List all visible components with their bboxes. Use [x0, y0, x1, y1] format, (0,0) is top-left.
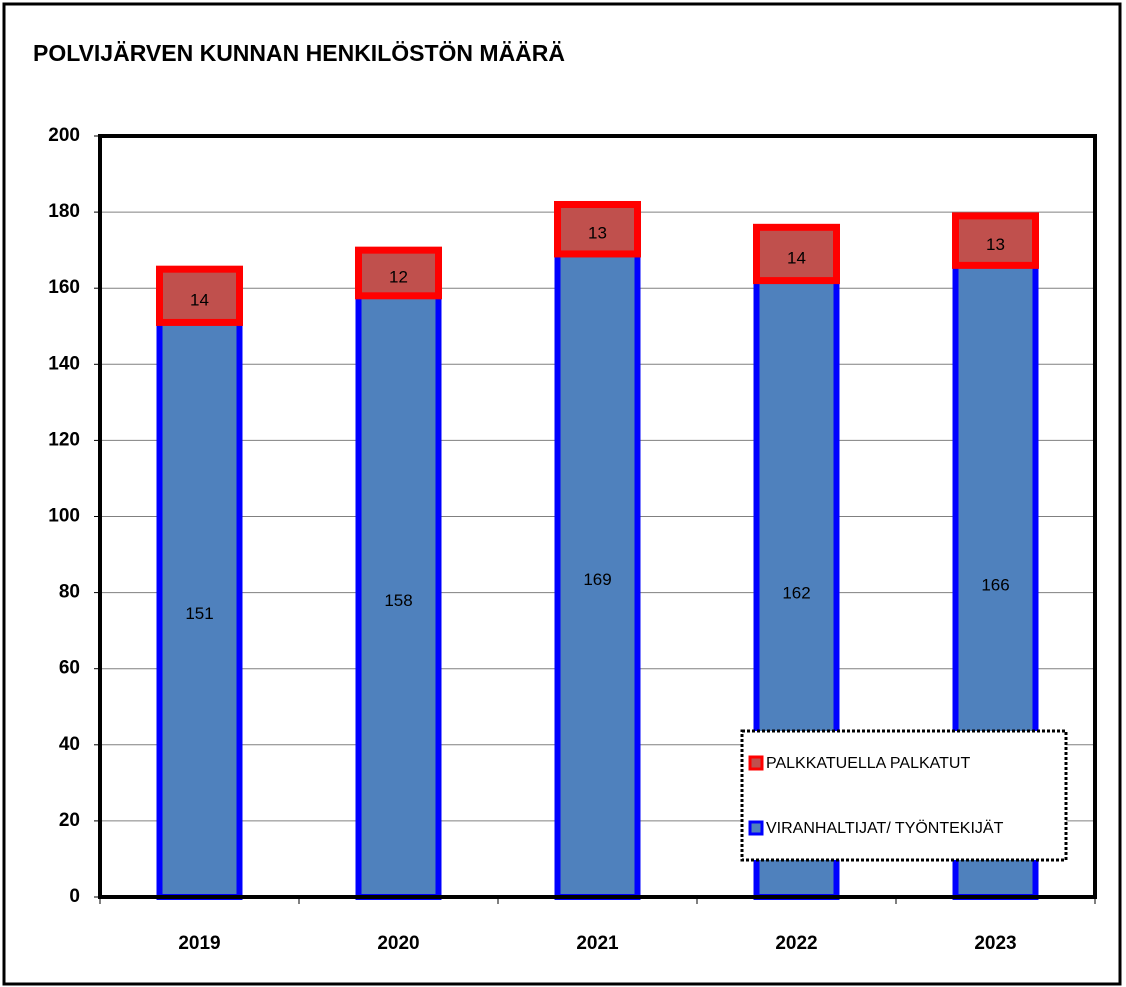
- bar-segment: [952, 212, 1039, 269]
- bar-segment: [554, 200, 641, 258]
- data-label: 14: [190, 290, 209, 309]
- x-tick-label: 2023: [974, 933, 1016, 954]
- data-label: 13: [986, 235, 1005, 254]
- y-tick-label: 140: [48, 353, 80, 374]
- y-tick-label: 80: [59, 582, 80, 603]
- bar-segment: [355, 292, 442, 900]
- data-label: 166: [981, 576, 1009, 595]
- chart-title: POLVIJÄRVEN KUNNAN HENKILÖSTÖN MÄÄRÄ: [33, 40, 565, 66]
- x-tick-label: 2021: [576, 933, 619, 954]
- y-tick-label: 60: [59, 658, 80, 679]
- y-tick-label: 20: [59, 810, 80, 831]
- legend-box: [740, 729, 1068, 862]
- plot-border: [98, 134, 1097, 899]
- y-tick-label: 0: [69, 886, 80, 907]
- data-label: 169: [583, 570, 611, 589]
- bar-segment: [156, 319, 243, 900]
- y-tick-label: 40: [59, 734, 80, 755]
- bar-segment: [156, 265, 243, 326]
- y-tick-label: 160: [48, 277, 80, 298]
- y-tick-label: 120: [48, 429, 80, 450]
- legend-swatch: [748, 820, 764, 836]
- legend-label: VIRANHALTIJAT/ TYÖNTEKIJÄT: [766, 819, 1004, 837]
- y-tick-label: 200: [48, 125, 80, 146]
- data-label: 151: [185, 604, 213, 623]
- bar-segment: [355, 246, 442, 300]
- data-label: 12: [389, 267, 408, 286]
- data-label: 14: [787, 248, 806, 267]
- x-tick-label: 2022: [775, 933, 817, 954]
- legend-swatch: [748, 755, 764, 771]
- x-tick-label: 2020: [377, 933, 419, 954]
- legend-label: PALKKATUELLA PALKATUT: [766, 755, 970, 772]
- x-tick-label: 2019: [178, 933, 220, 954]
- y-tick-label: 180: [48, 201, 80, 222]
- data-label: 158: [384, 591, 412, 610]
- data-label: 162: [782, 583, 810, 602]
- bar-segment: [753, 223, 840, 285]
- y-tick-label: 100: [48, 506, 80, 527]
- data-label: 13: [588, 224, 607, 243]
